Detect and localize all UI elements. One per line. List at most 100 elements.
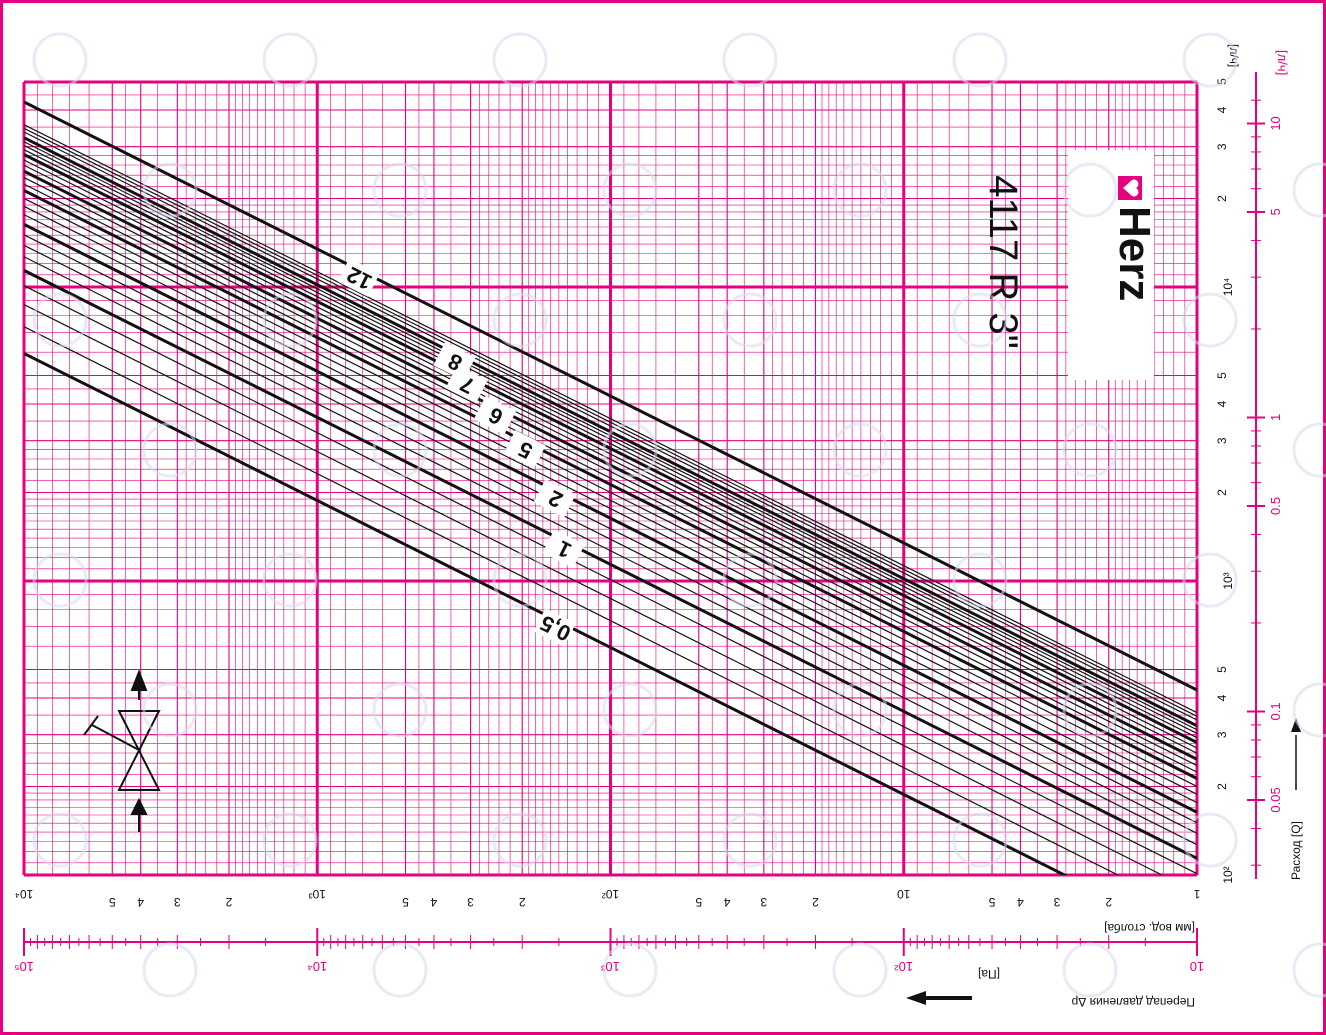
- watermark-mark: [832, 942, 888, 998]
- watermark-mark: [1292, 682, 1326, 738]
- pa-tick-label: 10⁴: [307, 959, 327, 974]
- dp-tick-minor: 4: [430, 895, 437, 909]
- ls-tick: 1: [1268, 414, 1283, 421]
- kv-curve-minor: [24, 326, 1120, 875]
- model-text: 4117 R 3": [981, 175, 1025, 349]
- flow-tick-label-minor: 3: [1215, 731, 1229, 738]
- kv-curve-minor: [24, 141, 1197, 731]
- curve-label-bg: [533, 478, 576, 518]
- ls-tick: 0.05: [1268, 787, 1283, 812]
- flow-tick-label-minor: 4: [1215, 694, 1229, 701]
- dp-tick-label-minor: 2: [225, 895, 232, 909]
- dp-tick-minor: 3: [467, 895, 474, 909]
- flow-tick-minor: 2: [1215, 489, 1229, 496]
- watermark-mark: [722, 812, 778, 868]
- dp-direction-arrow-icon: [906, 991, 972, 1005]
- watermark-mark: [492, 812, 548, 868]
- flow-axis: 10² 2 3 4 5 10³ 2 3 4 5 10⁴ 2 3 4 5 0.05 0.1 0.5 1 5 10: [1215, 72, 1283, 884]
- curve-label-bg: [337, 258, 380, 297]
- watermark-mark: [142, 422, 198, 478]
- dp-tick-label-major: 1: [1193, 887, 1200, 901]
- watermark-mark: [1062, 162, 1118, 218]
- dp-tick-label-minor: 3: [760, 895, 767, 909]
- dp-axis-title: Перепад давления Δp: [1071, 995, 1195, 1009]
- watermark-mark: [32, 292, 88, 348]
- kv-curve-2: [24, 222, 1197, 814]
- ls-tick-label: 0.1: [1268, 702, 1283, 720]
- dp-tick-minor: 5: [109, 895, 116, 909]
- dp-tick-minor: 2: [1105, 895, 1112, 909]
- watermark-mark: [262, 552, 318, 608]
- svg-text:[л/ч]: [л/ч]: [1275, 50, 1290, 75]
- dp-tick-major: 10³: [309, 887, 326, 901]
- dp-tick-minor: 2: [225, 895, 232, 909]
- dp-tick-label-minor: 2: [519, 895, 526, 909]
- ls-tick: 0.1: [1268, 702, 1283, 720]
- pa-tick: 10²: [894, 959, 913, 974]
- ls-tick-label: 0.05: [1268, 787, 1283, 812]
- dp-tick-label-major: 10²: [602, 887, 619, 901]
- watermark-mark: [372, 422, 428, 478]
- watermark-mark: [602, 682, 658, 738]
- watermark-mark: [722, 32, 778, 88]
- dp-tick-label-minor: 2: [1105, 895, 1112, 909]
- flow-tick-label-major: 10³: [1221, 572, 1235, 589]
- watermark-mark: [602, 942, 658, 998]
- flow-direction-arrow-icon: [1291, 718, 1301, 790]
- kv-curve-minor: [24, 176, 1197, 767]
- watermark-mark: [492, 32, 548, 88]
- pa-tick: 10⁴: [307, 959, 327, 974]
- flow-tick-major: 10²: [1221, 866, 1235, 883]
- kv-curve-minor: [24, 131, 1197, 721]
- watermark-mark: [32, 812, 88, 868]
- watermark-mark: [1182, 552, 1238, 608]
- dp-tick-minor: 3: [174, 895, 181, 909]
- dp-tick-minor: 3: [760, 895, 767, 909]
- watermark-mark: [492, 292, 548, 348]
- kv-curve-minor: [24, 149, 1197, 739]
- kv-curve-7: [24, 153, 1197, 744]
- watermark-mark: [952, 812, 1008, 868]
- flow-tick-label-minor: 4: [1215, 106, 1229, 113]
- kv-curve-minor: [24, 144, 1197, 734]
- dp-tick-label-minor: 5: [402, 895, 409, 909]
- dp-tick-label-major: 10: [897, 887, 911, 901]
- watermark-mark: [262, 32, 318, 88]
- flow-tick-minor: 3: [1215, 437, 1229, 444]
- flow-tick-minor: 4: [1215, 694, 1229, 701]
- flow-tick-label-major: 10²: [1221, 866, 1235, 883]
- watermark-mark: [1062, 942, 1118, 998]
- flow-tick-major: 10³: [1221, 572, 1235, 589]
- dp-tick-minor: 3: [1053, 895, 1060, 909]
- dp-tick-minor: 2: [519, 895, 526, 909]
- flow-tick-label-major: 10⁴: [1221, 278, 1235, 297]
- svg-text:Расход [Q]: Расход [Q]: [1289, 821, 1303, 880]
- watermark-mark: [1292, 422, 1326, 478]
- dp-tick-label-minor: 3: [1053, 895, 1060, 909]
- curve-label-bg: [542, 529, 585, 568]
- flow-tick-minor: 4: [1215, 106, 1229, 113]
- dp-tick-label-minor: 5: [988, 895, 995, 909]
- pa-unit-label: [Па]: [978, 967, 1000, 981]
- ls-tick: 0.5: [1268, 497, 1283, 515]
- kv-curve-5: [24, 189, 1197, 780]
- watermark-mark: [262, 292, 318, 348]
- flow-tick-minor: 3: [1215, 143, 1229, 150]
- flow-tick-label-minor: 3: [1215, 437, 1229, 444]
- watermark-mark: [1182, 32, 1238, 88]
- watermark-mark: [602, 422, 658, 478]
- curve-label-group: 1: [542, 529, 585, 568]
- herz-logo: Herz: [1110, 176, 1159, 301]
- dp-tick-label-major: 10⁴: [15, 887, 34, 901]
- flow-tick-label-minor: 2: [1215, 783, 1229, 790]
- dp-tick-minor: 2: [812, 895, 819, 909]
- curve-label-group: 2: [533, 478, 576, 518]
- watermark-mark: [262, 812, 318, 868]
- watermark-mark: [142, 162, 198, 218]
- watermark-mark: [722, 552, 778, 608]
- curve-label-group: 6: [473, 395, 516, 435]
- watermark-mark: [722, 292, 778, 348]
- flow-axis-title: Расход [Q]: [1289, 821, 1303, 880]
- ls-tick-label: 0.5: [1268, 497, 1283, 515]
